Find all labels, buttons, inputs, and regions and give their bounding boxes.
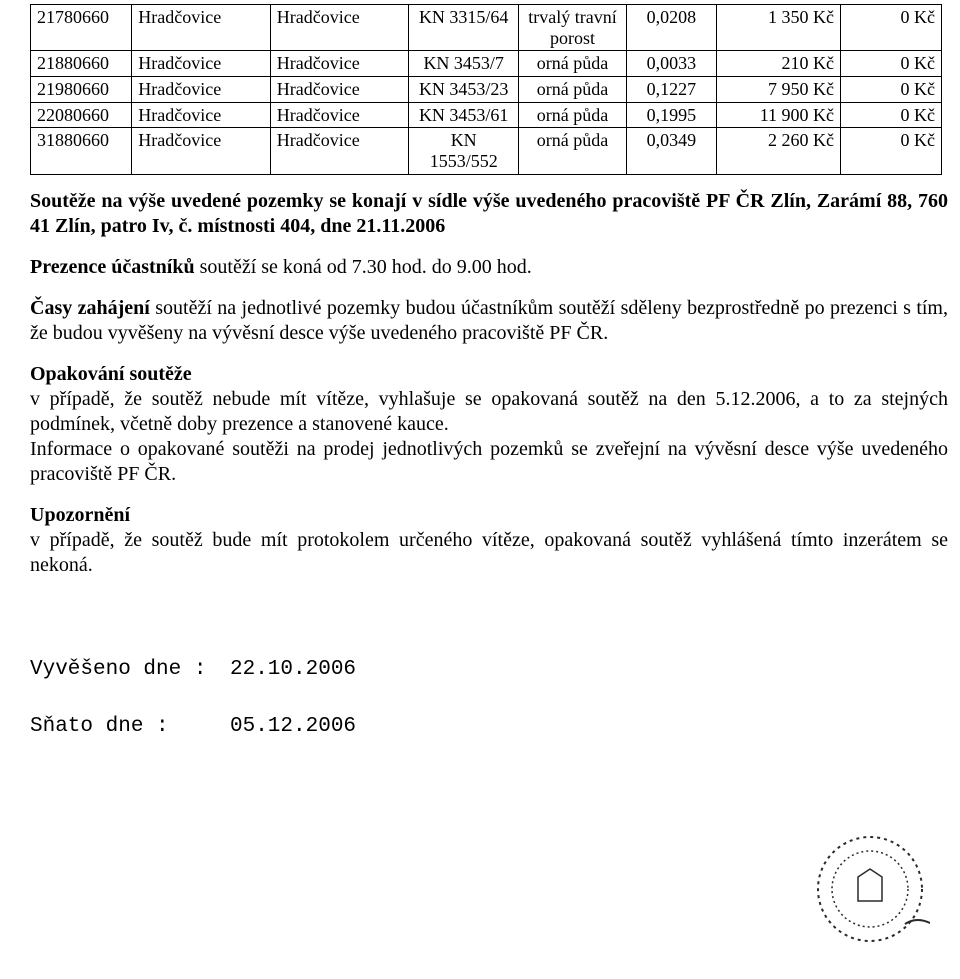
- cell-area: 0,0349: [626, 128, 716, 174]
- table-row: 21980660 Hradčovice Hradčovice KN 3453/2…: [31, 77, 942, 103]
- cell-ku: Hradčovice: [132, 77, 270, 103]
- cell-obec: Hradčovice: [270, 77, 408, 103]
- cell-price: 11 900 Kč: [716, 102, 840, 128]
- cell-parcel: KN 3453/61: [409, 102, 519, 128]
- cell-deposit: 0 Kč: [841, 102, 942, 128]
- cell-deposit: 0 Kč: [841, 77, 942, 103]
- cell-type: orná půda: [519, 128, 627, 174]
- cell-obec: Hradčovice: [270, 51, 408, 77]
- para-prezence: Prezence účastníků soutěží se koná od 7.…: [30, 255, 948, 280]
- cell-type: orná půda: [519, 51, 627, 77]
- cell-area: 0,1227: [626, 77, 716, 103]
- body-text: Soutěže na výše uvedené pozemky se konaj…: [30, 189, 948, 578]
- para-opakovani-1: v případě, že soutěž nebude mít vítěze, …: [30, 387, 948, 437]
- cell-ku: Hradčovice: [132, 5, 270, 51]
- heading-upozorneni: Upozornění: [30, 503, 948, 528]
- cell-ku: Hradčovice: [132, 102, 270, 128]
- cell-deposit: 0 Kč: [841, 51, 942, 77]
- lead: Časy zahájení: [30, 297, 150, 319]
- cell-parcel: KN 3453/23: [409, 77, 519, 103]
- cell-price: 7 950 Kč: [716, 77, 840, 103]
- cell-id: 31880660: [31, 128, 132, 174]
- parcel-table: 21780660 Hradčovice Hradčovice KN 3315/6…: [30, 4, 942, 175]
- lead: Prezence účastníků: [30, 256, 195, 278]
- dates-block: Vyvěšeno dne : 22.10.2006 Sňato dne : 05…: [30, 658, 948, 738]
- rest: soutěží na jednotlivé pozemky budou účas…: [30, 297, 948, 344]
- cell-obec: Hradčovice: [270, 102, 408, 128]
- table-row: 21880660 Hradčovice Hradčovice KN 3453/7…: [31, 51, 942, 77]
- posted-value: 22.10.2006: [230, 658, 356, 681]
- removed-row: Sňato dne : 05.12.2006: [30, 715, 948, 738]
- para-casy: Časy zahájení soutěží na jednotlivé poze…: [30, 296, 948, 346]
- cell-price: 210 Kč: [716, 51, 840, 77]
- rest: soutěží se koná od 7.30 hod. do 9.00 hod…: [195, 256, 532, 278]
- removed-label: Sňato dne :: [30, 715, 230, 738]
- para-upozorneni: v případě, že soutěž bude mít protokolem…: [30, 528, 948, 578]
- cell-obec: Hradčovice: [270, 5, 408, 51]
- cell-price: 1 350 Kč: [716, 5, 840, 51]
- cell-area: 0,0033: [626, 51, 716, 77]
- cell-id: 22080660: [31, 102, 132, 128]
- posted-row: Vyvěšeno dne : 22.10.2006: [30, 658, 948, 681]
- cell-ku: Hradčovice: [132, 51, 270, 77]
- cell-id: 21980660: [31, 77, 132, 103]
- cell-deposit: 0 Kč: [841, 5, 942, 51]
- cell-id: 21880660: [31, 51, 132, 77]
- heading-opakovani: Opakování soutěže: [30, 362, 948, 387]
- cell-parcel: KN 3453/7: [409, 51, 519, 77]
- cell-area: 0,1995: [626, 102, 716, 128]
- cell-id: 21780660: [31, 5, 132, 51]
- cell-type: orná půda: [519, 77, 627, 103]
- cell-ku: Hradčovice: [132, 128, 270, 174]
- para-opakovani-2: Informace o opakované soutěži na prodej …: [30, 437, 948, 487]
- page: 21780660 Hradčovice Hradčovice KN 3315/6…: [0, 0, 960, 979]
- posted-label: Vyvěšeno dne :: [30, 658, 230, 681]
- table-row: 22080660 Hradčovice Hradčovice KN 3453/6…: [31, 102, 942, 128]
- removed-value: 05.12.2006: [230, 715, 356, 738]
- table-row: 21780660 Hradčovice Hradčovice KN 3315/6…: [31, 5, 942, 51]
- cell-price: 2 260 Kč: [716, 128, 840, 174]
- cell-area: 0,0208: [626, 5, 716, 51]
- cell-obec: Hradčovice: [270, 128, 408, 174]
- stamp-icon: [810, 829, 930, 949]
- cell-parcel: KN 1553/552: [409, 128, 519, 174]
- table-row: 31880660 Hradčovice Hradčovice KN 1553/5…: [31, 128, 942, 174]
- cell-parcel: KN 3315/64: [409, 5, 519, 51]
- cell-type: orná půda: [519, 102, 627, 128]
- cell-deposit: 0 Kč: [841, 128, 942, 174]
- cell-type: trvalý travní porost: [519, 5, 627, 51]
- para-location: Soutěže na výše uvedené pozemky se konaj…: [30, 189, 948, 239]
